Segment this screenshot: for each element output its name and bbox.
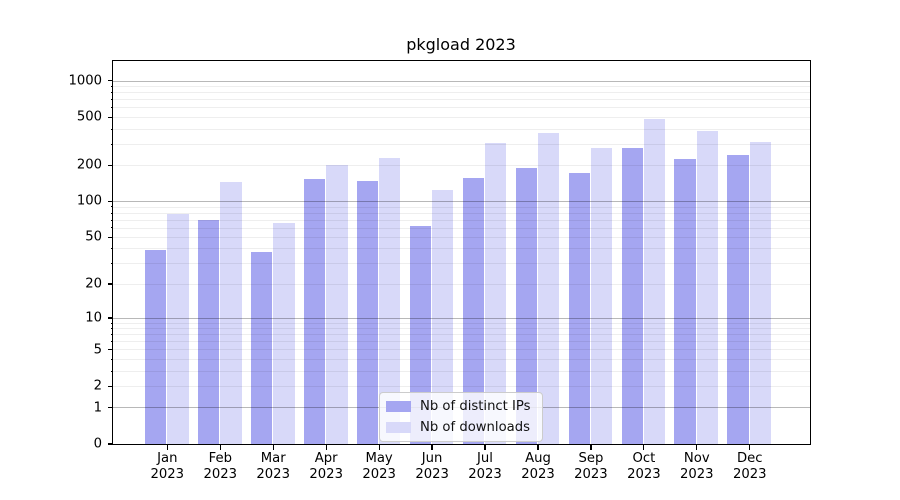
x-tick-label-may: May 2023 xyxy=(362,451,396,482)
plot-area xyxy=(111,59,811,445)
x-tick-label-jul: Jul 2023 xyxy=(468,451,502,482)
x-tick-label-apr: Apr 2023 xyxy=(309,451,343,482)
bar-downloads-aug xyxy=(537,132,560,444)
legend-swatch-downloads xyxy=(386,422,411,433)
x-tick-mar xyxy=(272,445,274,450)
bar-distinct-ips-feb xyxy=(197,220,220,444)
y-tick-label-0: 0 xyxy=(93,436,102,452)
gridline-minor-700 xyxy=(112,99,810,101)
y-tick-label-10: 10 xyxy=(85,310,102,326)
gridline-minor-800 xyxy=(112,92,810,94)
x-tick-label-jan: Jan 2023 xyxy=(150,451,185,482)
bar-distinct-ips-dec xyxy=(727,155,749,444)
gridline-minor-500 xyxy=(112,116,810,118)
gridline-minor-400 xyxy=(112,128,810,130)
gridline-minor-900 xyxy=(112,86,810,88)
legend-item-downloads: Nb of downloads xyxy=(386,419,535,436)
x-tick-label-aug: Aug 2023 xyxy=(521,451,555,482)
y-tick-label-2: 2 xyxy=(93,378,102,394)
gridline-major-1000 xyxy=(112,80,810,82)
x-tick-sep xyxy=(590,445,592,450)
bar-downloads-apr xyxy=(326,164,348,444)
legend-item-distinct-ips: Nb of distinct IPs xyxy=(386,398,535,415)
x-tick-label-oct: Oct 2023 xyxy=(627,451,661,482)
y-tick-label-20: 20 xyxy=(85,276,102,292)
x-tick-label-mar: Mar 2023 xyxy=(256,451,290,482)
legend-label-distinct-ips: Nb of distinct IPs xyxy=(420,398,531,414)
bar-downloads-feb xyxy=(220,182,242,444)
y-tick-label-200: 200 xyxy=(76,157,102,173)
bar-downloads-nov xyxy=(696,131,719,444)
x-tick-jul xyxy=(484,445,486,450)
legend: Nb of distinct IPs Nb of downloads xyxy=(379,392,543,442)
x-tick-label-feb: Feb 2023 xyxy=(203,451,238,482)
bar-distinct-ips-jan xyxy=(144,249,167,444)
x-tick-oct xyxy=(643,445,645,450)
y-tick-label-50: 50 xyxy=(85,229,102,245)
x-tick-label-jun: Jun 2023 xyxy=(415,451,449,482)
y-tick-label-5: 5 xyxy=(93,342,102,358)
bar-distinct-ips-mar xyxy=(250,252,273,444)
x-tick-feb xyxy=(219,445,221,450)
x-tick-label-nov: Nov 2023 xyxy=(680,451,714,482)
y-tick-label-500: 500 xyxy=(76,109,102,125)
bar-downloads-may xyxy=(378,158,401,444)
bar-downloads-mar xyxy=(273,222,295,444)
chart-title: pkgload 2023 xyxy=(406,35,516,54)
bar-distinct-ips-aug xyxy=(515,167,538,444)
x-tick-label-dec: Dec 2023 xyxy=(733,451,767,482)
x-tick-jan xyxy=(166,445,168,450)
bar-distinct-ips-nov xyxy=(674,158,696,444)
legend-label-downloads: Nb of downloads xyxy=(420,419,530,435)
bar-downloads-jul xyxy=(484,143,507,444)
x-tick-aug xyxy=(537,445,539,450)
bar-downloads-jun xyxy=(431,189,454,444)
bar-downloads-oct xyxy=(643,119,666,444)
bar-downloads-jan xyxy=(167,214,189,444)
x-tick-dec xyxy=(749,445,751,450)
x-tick-apr xyxy=(325,445,327,450)
bar-downloads-dec xyxy=(749,142,772,444)
y-tick-label-100: 100 xyxy=(76,193,102,209)
bar-distinct-ips-apr xyxy=(303,178,326,444)
gridline-minor-600 xyxy=(112,107,810,109)
bar-distinct-ips-jul xyxy=(462,177,485,444)
bar-distinct-ips-sep xyxy=(568,173,591,444)
bar-downloads-sep xyxy=(590,147,613,444)
y-tick-label-1000: 1000 xyxy=(68,73,102,89)
y-tick-label-1: 1 xyxy=(93,399,102,415)
bar-distinct-ips-oct xyxy=(621,147,644,444)
x-tick-may xyxy=(378,445,380,450)
x-tick-nov xyxy=(696,445,698,450)
x-tick-label-sep: Sep 2023 xyxy=(574,451,608,482)
bar-distinct-ips-may xyxy=(356,180,379,444)
bar-distinct-ips-jun xyxy=(409,225,432,444)
x-tick-jun xyxy=(431,445,433,450)
legend-swatch-distinct-ips xyxy=(386,401,411,412)
